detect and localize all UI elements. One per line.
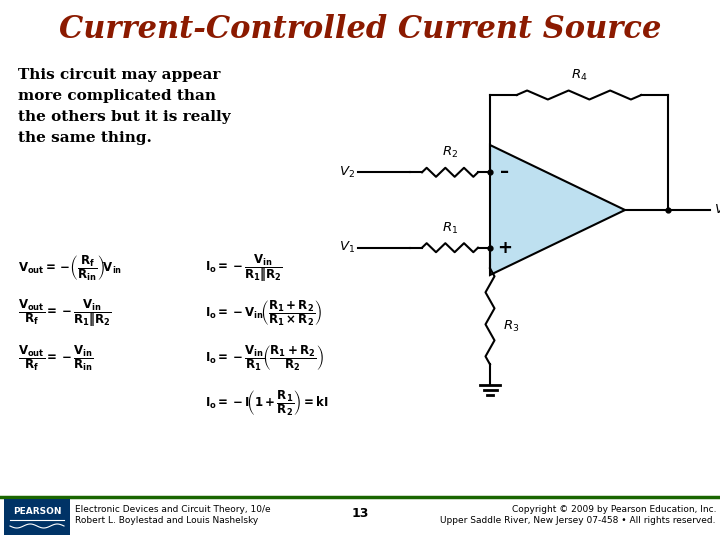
Text: $R_3$: $R_3$	[503, 319, 519, 334]
Text: $\mathbf{I_o = -\dfrac{V_{in}}{R_1}\!\left(\dfrac{R_1 + R_2}{R_2}\right)}$: $\mathbf{I_o = -\dfrac{V_{in}}{R_1}\!\le…	[205, 343, 324, 373]
Text: $\mathbf{I_o = -\dfrac{V_{in}}{R_1 \| R_2}}$: $\mathbf{I_o = -\dfrac{V_{in}}{R_1 \| R_…	[205, 252, 283, 284]
Text: This circuit may appear
more complicated than
the others but it is really
the sa: This circuit may appear more complicated…	[18, 68, 230, 145]
FancyBboxPatch shape	[4, 499, 70, 535]
Text: $V_1$: $V_1$	[339, 240, 355, 255]
Text: –: –	[500, 163, 510, 181]
Text: $V_o$: $V_o$	[714, 202, 720, 218]
Text: $V_2$: $V_2$	[339, 165, 355, 180]
Text: PEARSON: PEARSON	[13, 507, 61, 516]
Text: $R_1$: $R_1$	[442, 221, 458, 235]
Text: +: +	[498, 239, 513, 256]
Text: $R_2$: $R_2$	[442, 145, 458, 160]
Text: Upper Saddle River, New Jersey 07-458 • All rights reserved.: Upper Saddle River, New Jersey 07-458 • …	[441, 516, 716, 525]
Text: $\mathbf{I_o = -V_{in}\!\left(\dfrac{R_1 + R_2}{R_1 \times R_2}\right)}$: $\mathbf{I_o = -V_{in}\!\left(\dfrac{R_1…	[205, 298, 323, 328]
Polygon shape	[490, 145, 625, 275]
Text: Current-Controlled Current Source: Current-Controlled Current Source	[59, 15, 661, 45]
Text: $\mathbf{I_o = -I\!\left(1 + \dfrac{R_1}{R_2}\right) = kI}$: $\mathbf{I_o = -I\!\left(1 + \dfrac{R_1}…	[205, 388, 329, 418]
Text: $R_4$: $R_4$	[571, 68, 588, 83]
Text: Electronic Devices and Circuit Theory, 10/e: Electronic Devices and Circuit Theory, 1…	[75, 505, 271, 514]
Text: 13: 13	[351, 507, 369, 520]
Text: Robert L. Boylestad and Louis Nashelsky: Robert L. Boylestad and Louis Nashelsky	[75, 516, 258, 525]
Text: $\mathbf{\dfrac{V_{out}}{R_f} = -\dfrac{V_{in}}{R_1 \| R_2}}$: $\mathbf{\dfrac{V_{out}}{R_f} = -\dfrac{…	[18, 297, 112, 329]
Text: $\mathbf{\dfrac{V_{out}}{R_f} = -\dfrac{V_{in}}{R_{in}}}$: $\mathbf{\dfrac{V_{out}}{R_f} = -\dfrac{…	[18, 343, 94, 373]
Text: $\mathbf{V_{out} = -\!\left(\dfrac{R_f}{R_{in}}\right)\!V_{in}}$: $\mathbf{V_{out} = -\!\left(\dfrac{R_f}{…	[18, 253, 122, 283]
Text: Copyright © 2009 by Pearson Education, Inc.: Copyright © 2009 by Pearson Education, I…	[511, 505, 716, 514]
